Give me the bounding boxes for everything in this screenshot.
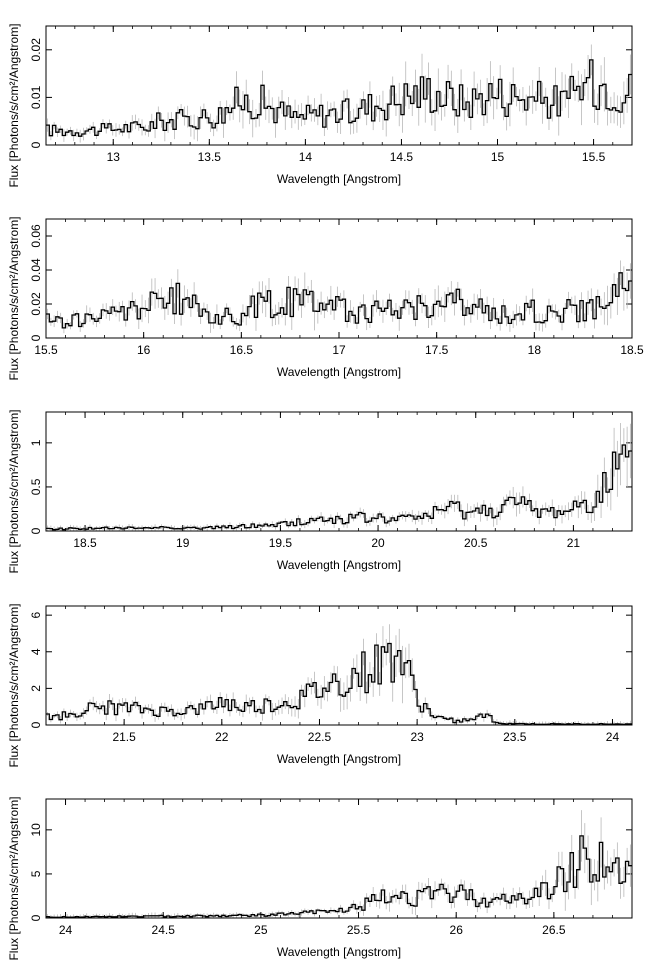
x-tick-label: 20	[371, 536, 385, 550]
y-axis-label: Flux [Photons/s/cm²/Angstrom]	[7, 796, 21, 960]
y-tick-label: 0.5	[29, 478, 43, 495]
x-tick-label: 14.5	[390, 150, 414, 164]
x-tick-label: 18.5	[620, 343, 644, 357]
series-flux	[46, 810, 632, 918]
x-tick-label: 21	[567, 536, 581, 550]
x-axis-label: Wavelength [Angstrom]	[277, 558, 401, 572]
y-axis-label: Flux [Photons/s/cm²/Angstrom]	[7, 409, 21, 573]
series-flux	[46, 624, 632, 725]
chart-panel-3: 18.5 19 19.5 20 20.5 21 0 0.5 1 Wavelength [Angst…	[7, 409, 633, 574]
flux-histogram-line	[46, 642, 632, 725]
x-axis-label: Wavelength [Angstrom]	[277, 365, 401, 379]
y-tick-label: 0.06	[29, 224, 43, 248]
x-tick-label: 18	[528, 343, 542, 357]
y-tick-label: 0.02	[29, 292, 43, 316]
y-tick-label: 1	[29, 439, 43, 446]
x-tick-label: 24.5	[152, 923, 176, 937]
x-tick-label: 21.5	[112, 730, 136, 744]
y-tick-label: 0	[29, 334, 43, 341]
x-tick-label: 14	[299, 150, 313, 164]
x-tick-label: 20.5	[464, 536, 488, 550]
y-axis-label: Flux [Photons/s/cm²/Angstrom]	[7, 23, 21, 187]
y-axis-label: Flux [Photons/s/cm²/Angstrom]	[7, 216, 21, 380]
y-tick-label: 0.02	[29, 38, 43, 62]
x-minor-ticks	[45, 606, 633, 725]
x-axis-label: Wavelength [Angstrom]	[277, 752, 401, 766]
x-minor-ticks	[45, 412, 633, 531]
x-tick-label: 19	[176, 536, 190, 550]
flux-histogram-line	[46, 59, 632, 137]
x-tick-label: 24	[59, 923, 73, 937]
flux-histogram-line	[46, 444, 632, 531]
x-tick-label: 17	[332, 343, 346, 357]
x-tick-label: 16	[137, 343, 151, 357]
series-flux	[46, 44, 632, 143]
x-tick-label: 22.5	[308, 730, 332, 744]
x-tick-label: 24	[606, 730, 620, 744]
x-tick-label: 13	[107, 150, 121, 164]
x-tick-label: 18.5	[73, 536, 97, 550]
series-flux	[46, 423, 632, 531]
plot-frame	[45, 218, 633, 339]
chart-panel-1: 13 13.5 14 14.5 15 15.5 0 0.01 0.02 Wavelength [A…	[7, 23, 633, 188]
x-tick-label: 23.5	[503, 730, 527, 744]
x-tick-label: 25.5	[347, 923, 371, 937]
x-tick-label: 17.5	[425, 343, 449, 357]
x-minor-ticks	[45, 799, 633, 918]
plot-frame	[45, 411, 633, 532]
y-tick-label: 0	[29, 141, 43, 148]
y-tick-label: 0	[29, 721, 43, 728]
plot-frame	[45, 605, 633, 726]
y-tick-label: 0	[29, 914, 43, 921]
x-tick-label: 23	[410, 730, 424, 744]
x-axis-label: Wavelength [Angstrom]	[277, 172, 401, 186]
x-tick-label: 16.5	[230, 343, 254, 357]
chart-panel-2: 15.5 16 16.5 17 17.5 18 18.5 0 0.02 0.04 0.06 Wavel…	[7, 216, 644, 380]
flux-histogram-line	[46, 835, 632, 918]
y-tick-label: 10	[29, 823, 43, 837]
y-tick-label: 5	[29, 870, 43, 877]
y-tick-label: 0	[29, 527, 43, 534]
plot-frame	[45, 25, 633, 146]
plot-frame	[45, 798, 633, 919]
y-tick-label: 0.01	[29, 85, 43, 109]
x-tick-label: 22	[215, 730, 229, 744]
y-tick-label: 6	[29, 611, 43, 618]
x-tick-label: 26	[450, 923, 464, 937]
x-tick-label: 15.5	[582, 150, 606, 164]
x-tick-label: 15.5	[34, 343, 58, 357]
x-tick-label: 13.5	[198, 150, 222, 164]
y-tick-label: 2	[29, 685, 43, 692]
chart-panel-5: 24 24.5 25 25.5 26 26.5 0 5 10 Wavelength [Angstr…	[7, 796, 633, 961]
flux-histogram-line	[46, 272, 632, 329]
x-axis-label: Wavelength [Angstrom]	[277, 945, 401, 959]
y-tick-label: 0.04	[29, 258, 43, 282]
x-tick-label: 25	[254, 923, 268, 937]
y-tick-label: 4	[29, 648, 43, 655]
y-axis-label: Flux [Photons/s/cm²/Angstrom]	[7, 603, 21, 767]
x-tick-label: 19.5	[269, 536, 293, 550]
x-tick-label: 15	[491, 150, 505, 164]
x-tick-label: 26.5	[542, 923, 566, 937]
series-flux	[46, 260, 632, 334]
